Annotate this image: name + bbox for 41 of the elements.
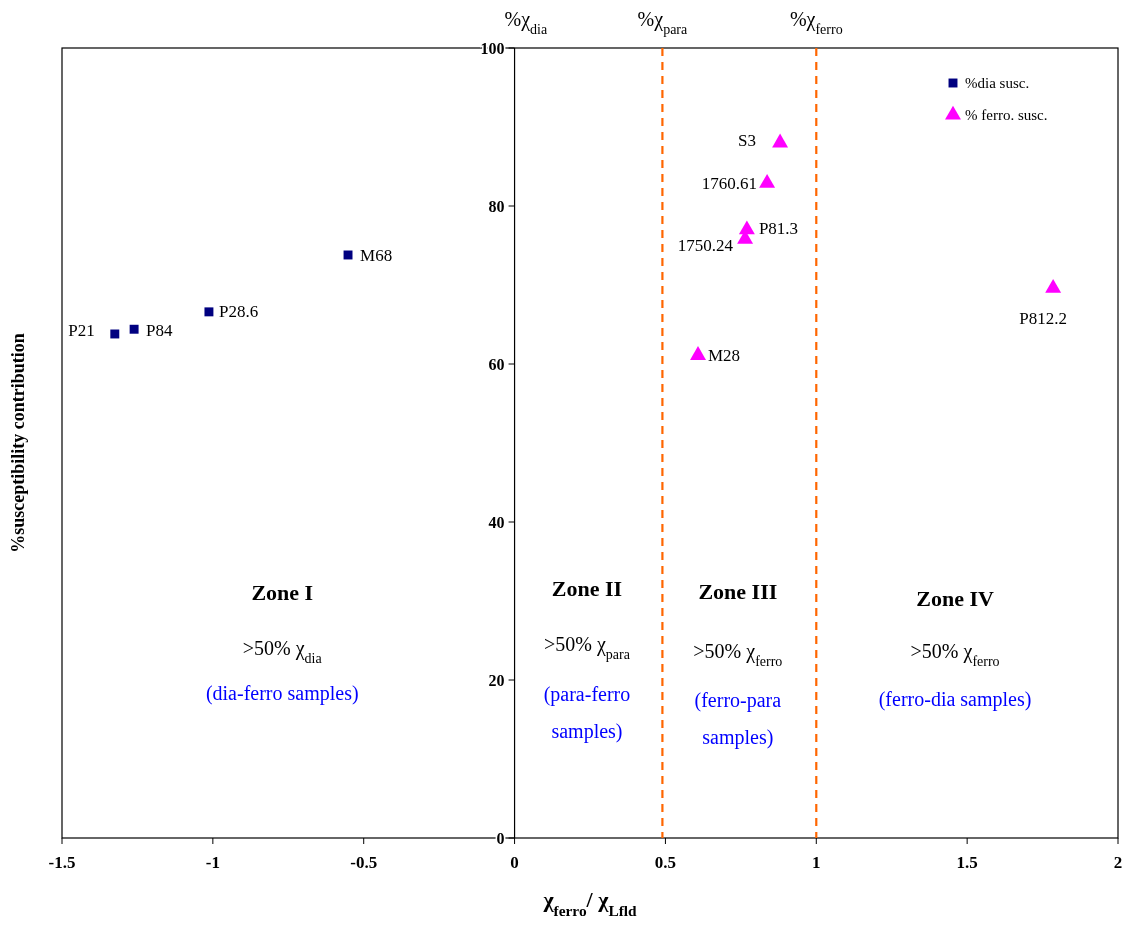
x-tick-label: -0.5: [350, 853, 378, 872]
x-tick-label: 0.5: [654, 853, 677, 872]
annotation: >50% χ$_{dia}$: [242, 637, 323, 666]
y-tick-label: 80: [488, 198, 505, 215]
annotation: (ferro-dia samples): [878, 688, 1032, 711]
annotation: P28.6: [218, 301, 259, 321]
x-tick-label: -1.5: [48, 853, 76, 872]
annotation: >50% χ$_{ferro}$: [910, 640, 1000, 669]
annotation: M68: [360, 245, 393, 265]
annotation: Zone II: [551, 576, 623, 601]
annotation: P84: [146, 321, 174, 341]
y-tick-label: 60: [488, 356, 505, 373]
annotation: (dia-ferro samples): [205, 682, 359, 705]
annotation: >50% χ$_{ferro}$: [693, 640, 783, 669]
annotation: 1760.61: [701, 174, 758, 194]
x-tick-label: 1: [812, 853, 821, 872]
annotation: P812.2: [1019, 309, 1067, 329]
annotation: (ferro-para samples): [694, 689, 782, 749]
annotation: Zone III: [698, 579, 778, 604]
annotation: M28: [708, 346, 741, 366]
y-tick-label: 40: [488, 514, 505, 531]
annotation: Zone I: [251, 580, 314, 605]
x-tick-label: 1.5: [956, 853, 978, 872]
annotation: P21: [68, 320, 95, 340]
annotation: S3: [738, 130, 757, 150]
annotation: P81.3: [758, 218, 799, 238]
ref-line-label: %χ$_{ferro}$: [789, 8, 843, 37]
annotation: Zone IV: [916, 586, 994, 611]
x-tick-label: 2: [1113, 853, 1123, 872]
legend-label: %dia susc.: [965, 75, 1030, 91]
annotation: >50% χ$_{para}$: [544, 633, 631, 662]
y-axis-title: %susceptibility contribution: [8, 333, 28, 553]
x-tick-label: -1: [205, 853, 220, 872]
x-axis-title: χ$_{ferro}$/ χ$_{Lfld}$: [542, 887, 638, 919]
y-tick-label: 20: [488, 672, 505, 689]
legend-label: % ferro. susc.: [965, 107, 1048, 123]
annotation: (para-ferro samples): [543, 683, 631, 743]
x-tick-label: 0: [510, 853, 519, 872]
ref-line-label: %χ$_{para}$: [637, 8, 689, 37]
text: %χ$_{dia}$: [504, 8, 549, 37]
annotation: 1750.24: [677, 236, 734, 256]
